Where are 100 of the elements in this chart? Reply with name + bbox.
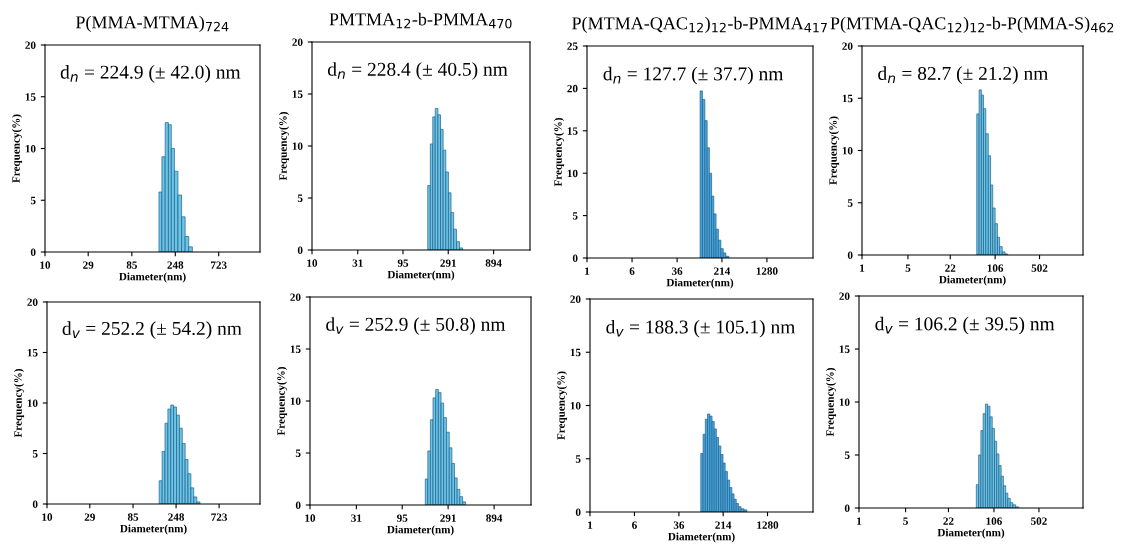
x-tick-label: 1 xyxy=(857,517,862,525)
y-tick-label: 15 xyxy=(27,349,38,357)
y-axis-title: Frequency(%) xyxy=(13,369,25,438)
y-tick-label: 10 xyxy=(292,142,303,150)
y-tick-label: 15 xyxy=(842,94,853,103)
x-tick-label: 1 xyxy=(860,264,865,272)
x-tick-label: 214 xyxy=(714,267,731,275)
x-tick-label: 10 xyxy=(307,259,318,267)
y-tick-label: 0 xyxy=(297,246,303,254)
y-tick-label: 15 xyxy=(570,348,581,357)
x-tick-label: 22 xyxy=(945,264,956,272)
x-tick-label: 29 xyxy=(83,261,94,269)
y-tick-label: 0 xyxy=(575,508,581,516)
x-tick-label: 31 xyxy=(352,259,363,267)
y-tick-label: 5 xyxy=(30,196,36,205)
x-tick-label: 5 xyxy=(903,517,908,525)
y-tick-label: 20 xyxy=(842,42,853,50)
annotation: d$_{v}$ = 252.9 (± 50.8) nm xyxy=(326,317,506,335)
x-tick-label: 22 xyxy=(943,517,954,525)
x-tick-label: 106 xyxy=(986,517,1002,525)
x-tick-label: 85 xyxy=(126,261,137,269)
y-tick-label: 10 xyxy=(842,146,853,155)
x-axis-title: Diameter(nm) xyxy=(668,532,735,543)
x-tick-label: 214 xyxy=(715,521,732,529)
y-tick-label: 0 xyxy=(295,501,301,509)
y-tick-label: 15 xyxy=(567,127,578,135)
y-tick-label: 5 xyxy=(32,450,38,458)
annotation: d$_{v}$ = 188.3 (± 105.1) nm xyxy=(606,319,796,338)
x-tick-label: 502 xyxy=(1031,517,1047,525)
y-tick-label: 5 xyxy=(297,194,303,202)
y-tick-label: 0 xyxy=(847,251,853,259)
x-tick-label: 10 xyxy=(40,261,51,269)
x-tick-label: 95 xyxy=(396,514,408,522)
x-axis-title: Diameter(nm) xyxy=(666,278,734,289)
x-tick-label: 1 xyxy=(588,521,593,529)
y-tick-label: 10 xyxy=(567,169,578,178)
x-tick-label: 36 xyxy=(673,521,685,529)
x-tick-label: 29 xyxy=(84,513,95,521)
y-tick-label: 15 xyxy=(25,93,36,101)
chart-title: P(MTMA-QAC$_{12}$)$_{12}$-b-P(MMA-S)$_{462}$ xyxy=(830,16,1114,34)
x-tick-label: 291 xyxy=(440,514,456,522)
y-tick-label: 20 xyxy=(27,298,38,306)
y-tick-label: 20 xyxy=(570,295,581,303)
y-tick-label: 15 xyxy=(290,345,301,353)
y-tick-label: 10 xyxy=(290,397,301,405)
x-tick-label: 95 xyxy=(397,259,409,267)
y-tick-label: 0 xyxy=(572,254,578,262)
chart-title: PMTMA$_{12}$-b-PMMA$_{470}$ xyxy=(329,12,512,29)
y-tick-label: 5 xyxy=(575,455,581,463)
x-tick-label: 85 xyxy=(127,513,139,521)
x-tick-label: 5 xyxy=(905,264,911,272)
x-axis-title: Diameter(nm) xyxy=(937,528,1005,539)
y-axis-title: Frequency(%) xyxy=(276,367,288,436)
y-axis-title: Frequency(%) xyxy=(278,112,290,181)
x-tick-label: 106 xyxy=(987,264,1004,272)
y-tick-label: 10 xyxy=(27,399,38,407)
y-tick-label: 20 xyxy=(839,292,850,300)
y-tick-label: 10 xyxy=(839,398,850,406)
x-tick-label: 10 xyxy=(305,514,316,522)
y-tick-label: 25 xyxy=(567,42,578,50)
x-tick-label: 723 xyxy=(211,261,227,269)
chart-title: P(MTMA-QAC$_{12}$)$_{12}$-b-PMMA$_{417}$ xyxy=(572,16,827,34)
annotation: d$_{n}$ = 228.4 (± 40.5) nm xyxy=(327,62,508,80)
y-tick-label: 0 xyxy=(30,248,36,256)
y-tick-label: 0 xyxy=(844,504,850,512)
x-tick-label: 6 xyxy=(629,267,635,275)
y-tick-label: 5 xyxy=(844,451,850,459)
x-tick-label: 502 xyxy=(1031,264,1048,272)
y-tick-label: 0 xyxy=(32,500,38,508)
y-tick-label: 20 xyxy=(567,84,578,93)
annotation: d$_{n}$ = 82.7 (± 21.2) nm xyxy=(878,66,1049,84)
x-axis-title: Diameter(nm) xyxy=(119,272,186,283)
x-axis-title: Diameter(nm) xyxy=(120,524,187,535)
y-axis-title: Frequency(%) xyxy=(825,368,837,437)
y-tick-label: 15 xyxy=(839,345,850,353)
x-axis-title: Diameter(nm) xyxy=(387,270,455,281)
x-tick-label: 31 xyxy=(351,514,362,522)
x-tick-label: 1280 xyxy=(757,521,779,529)
x-tick-label: 1280 xyxy=(756,267,778,275)
x-axis-title: Diameter(nm) xyxy=(387,525,454,536)
x-tick-label: 36 xyxy=(671,267,683,275)
annotation: d$_{v}$ = 106.2 (± 39.5) nm xyxy=(875,316,1055,335)
y-axis-title: Frequency(%) xyxy=(11,114,23,183)
x-tick-label: 894 xyxy=(486,514,503,522)
y-tick-label: 10 xyxy=(25,144,36,153)
y-tick-label: 20 xyxy=(292,38,303,46)
x-tick-label: 248 xyxy=(167,261,184,269)
y-tick-label: 20 xyxy=(25,41,36,49)
x-tick-label: 1 xyxy=(585,267,590,275)
y-tick-label: 5 xyxy=(847,199,853,207)
x-tick-label: 894 xyxy=(485,259,502,267)
x-tick-label: 291 xyxy=(440,259,456,267)
y-tick-label: 10 xyxy=(570,401,581,410)
y-tick-label: 5 xyxy=(572,212,578,220)
annotation: d$_{v}$ = 252.2 (± 54.2) nm xyxy=(62,321,242,339)
y-axis-title: Frequency(%) xyxy=(556,371,568,440)
chart-title: P(MMA-MTMA)$_{724}$ xyxy=(75,15,229,33)
x-tick-label: 10 xyxy=(42,513,53,521)
y-axis-title: Frequency(%) xyxy=(828,116,840,185)
x-tick-label: 723 xyxy=(211,513,228,521)
